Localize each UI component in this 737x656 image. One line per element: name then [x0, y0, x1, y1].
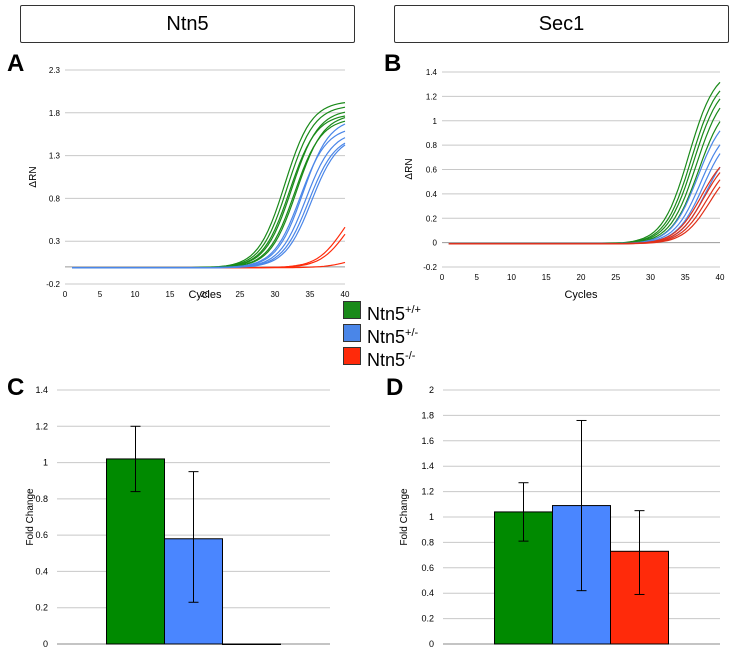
x-tick-label: 35 [681, 273, 690, 282]
y-tick-label: 0.3 [49, 237, 61, 246]
x-tick-label: 5 [475, 273, 480, 282]
x-tick-label: 20 [201, 290, 210, 299]
y-tick-label: 0.8 [421, 537, 434, 547]
y-tick-label: 1 [43, 458, 48, 468]
amplification-curve [448, 81, 721, 245]
amplification-curve [448, 166, 721, 245]
y-tick-label: 1.6 [421, 436, 434, 446]
x-tick-label: 25 [611, 273, 620, 282]
panel-letter-d: D [386, 374, 404, 401]
x-tick-label: 10 [131, 290, 140, 299]
x-tick-label: 40 [716, 273, 725, 282]
y-tick-label: 1 [433, 117, 438, 126]
y-tick-label: -0.2 [46, 280, 60, 289]
amplification-curve [72, 142, 346, 269]
y-axis-label: Fold Change [399, 488, 410, 546]
x-tick-label: 10 [507, 273, 516, 282]
y-axis-label: ΔRN [28, 166, 39, 187]
legend-label: Ntn5+/+ [367, 304, 421, 324]
amplification-curve [72, 144, 346, 269]
legend-label: Ntn5+/- [367, 327, 419, 347]
y-tick-label: 0 [429, 639, 434, 649]
bar [222, 643, 281, 645]
x-tick-label: 30 [271, 290, 280, 299]
y-tick-label: 1.8 [49, 109, 61, 118]
legend-swatch [343, 324, 361, 342]
amplification-curve [72, 102, 346, 269]
amplification-curve [72, 115, 346, 269]
x-tick-label: 5 [98, 290, 103, 299]
gene-title-left: Ntn5 [20, 5, 355, 43]
y-tick-label: 1.8 [421, 410, 434, 420]
y-tick-label: 0.6 [421, 563, 434, 573]
x-tick-label: 40 [341, 290, 350, 299]
y-tick-label: 1.2 [421, 487, 434, 497]
x-tick-label: 15 [542, 273, 551, 282]
panel-letter-b: B [384, 50, 402, 77]
y-tick-label: 0.8 [35, 494, 48, 504]
x-tick-label: 35 [306, 290, 315, 299]
legend-label: Ntn5-/- [367, 350, 416, 370]
y-tick-label: 0.2 [421, 614, 434, 624]
y-tick-label: 0.4 [426, 190, 438, 199]
x-axis-label: Cycles [564, 289, 598, 301]
x-tick-label: 0 [440, 273, 445, 282]
y-tick-label: -0.2 [423, 263, 437, 272]
panel-letter-c: C [7, 374, 25, 401]
y-tick-label: 2.3 [49, 66, 61, 75]
amplification-curve [72, 233, 346, 269]
amplification-curve [448, 186, 721, 245]
y-tick-label: 0.2 [426, 214, 438, 223]
amplification-curve [72, 123, 346, 269]
y-tick-label: 1.3 [49, 152, 61, 161]
amplification-curve [448, 90, 721, 245]
x-tick-label: 0 [63, 290, 68, 299]
y-tick-label: 2 [429, 385, 434, 395]
x-axis-label: Cycles [188, 289, 222, 301]
x-tick-label: 20 [577, 273, 586, 282]
y-tick-label: 1.4 [421, 461, 434, 471]
y-axis-label: ΔRN [404, 158, 415, 179]
amplification-curve [72, 226, 346, 269]
panel-letter-a: A [7, 50, 25, 77]
y-tick-label: 1.2 [35, 421, 48, 431]
y-tick-label: 0.8 [426, 141, 438, 150]
y-tick-label: 0.4 [35, 566, 48, 576]
y-tick-label: 0 [433, 239, 438, 248]
y-axis-label: Fold Change [25, 488, 36, 546]
y-tick-label: 0.8 [49, 194, 61, 203]
y-tick-label: 0.2 [35, 603, 48, 613]
x-tick-label: 15 [166, 290, 175, 299]
y-tick-label: 1.4 [426, 68, 438, 77]
x-tick-label: 30 [646, 273, 655, 282]
amplification-curve [448, 172, 721, 245]
y-tick-label: 1.2 [426, 92, 438, 101]
gene-title-right: Sec1 [394, 5, 729, 43]
y-tick-label: 1.4 [35, 385, 48, 395]
y-tick-label: 0.4 [421, 588, 434, 598]
legend-swatch [343, 301, 361, 319]
amplification-curve [72, 117, 346, 269]
y-tick-label: 0 [43, 639, 48, 649]
amplification-curve [448, 153, 721, 245]
legend-swatch [343, 347, 361, 365]
x-tick-label: 25 [236, 290, 245, 299]
amplification-curve [448, 179, 721, 245]
y-tick-label: 0.6 [35, 530, 48, 540]
y-tick-label: 0.6 [426, 166, 438, 175]
amplification-curve [448, 121, 721, 245]
y-tick-label: 1 [429, 512, 434, 522]
amplification-curve [72, 137, 346, 269]
